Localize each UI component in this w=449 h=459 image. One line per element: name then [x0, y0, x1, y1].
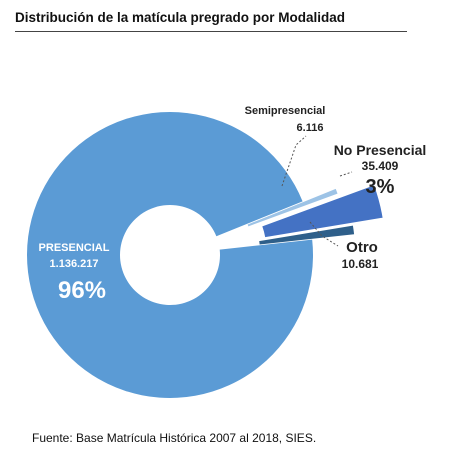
semipresencial-value-label: 6.116: [297, 122, 324, 134]
title-underline: [15, 31, 407, 32]
slice-group: [26, 112, 383, 399]
otro-slice: [259, 225, 355, 245]
presencial-value-label: 1.136.217: [50, 258, 99, 270]
no-presencial-slice: [262, 185, 383, 238]
no-presencial-leader-line: [339, 171, 353, 177]
otro-value-label: 10.681: [342, 257, 379, 271]
semipresencial-leader-line: [281, 135, 307, 187]
no-presencial-value-label: 35.409: [362, 159, 399, 173]
presencial-percent-label: 96%: [58, 277, 106, 304]
presencial-slice: [26, 112, 314, 399]
leader-lines: [281, 135, 353, 247]
source-note: Fuente: Base Matrícula Histórica 2007 al…: [32, 431, 317, 445]
semipresencial-name-label: Semipresencial: [245, 105, 326, 117]
no-presencial-name-label: No Presencial: [334, 142, 427, 158]
semipresencial-slice: [247, 188, 338, 227]
presencial-name-label: PRESENCIAL: [39, 242, 110, 254]
no-presencial-percent-label: 3%: [366, 176, 395, 198]
otro-name-label: Otro: [346, 239, 378, 256]
chart-title: Distribución de la matícula pregrado por…: [15, 10, 346, 25]
